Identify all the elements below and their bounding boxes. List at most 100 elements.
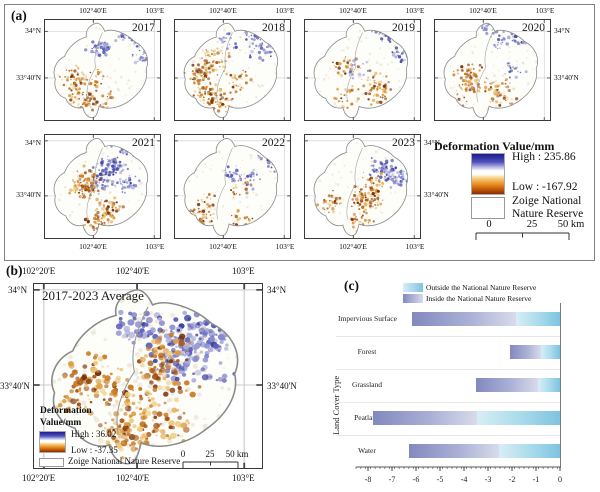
lat-label: 34°N [267, 285, 287, 295]
lon-label: 102°40'E [469, 6, 497, 15]
color-ramp [39, 431, 66, 453]
map-2020: 2020 [434, 19, 551, 121]
lat-label: 33°40'N [554, 73, 579, 82]
zero-axis-line [560, 303, 561, 467]
map-2023: 2023 [304, 134, 421, 239]
reserve-label: Nature Reserve [512, 208, 584, 220]
svg-text:-7: -7 [389, 475, 396, 484]
lat-label: 33°40'N [267, 381, 297, 391]
deformation-map-svg [175, 135, 290, 238]
legend-title: Deformation [40, 406, 92, 416]
deformation-map-svg [45, 20, 160, 120]
lat-label: 34°N [25, 26, 41, 35]
svg-text:-2: -2 [509, 475, 516, 484]
lat-label: 34°N [554, 26, 570, 35]
lat-label: 34°N [424, 138, 440, 147]
lon-label: 103°E [275, 6, 295, 15]
category-label: Grassland [352, 380, 382, 389]
scalebar [475, 232, 570, 240]
reserve-swatch [39, 458, 64, 467]
panel-a-legend: Deformation Value/mm High : 235.86 Low :… [434, 135, 596, 261]
category-label: Water [358, 446, 376, 455]
lon-label: 102°40'E [116, 266, 150, 276]
row-gridline [336, 434, 560, 436]
scalebar-50: 50 km [225, 449, 249, 459]
legend-label-inside: Inside the National Nature Reserve [426, 294, 532, 303]
bar-inside-reserve [408, 444, 499, 458]
map-year-label: 2023 [392, 137, 415, 149]
reserve-label: Zoige National Nature Reserve [68, 456, 181, 466]
lon-label: 103°E [232, 473, 255, 483]
deformation-map-svg [435, 20, 550, 120]
bar-inside-reserve [509, 345, 541, 359]
panel-a: (a) 102°40'E 103°E 102°40'E 103°E 102°40… [4, 4, 595, 261]
scalebar-0: 0 [180, 449, 186, 459]
lat-label: 33°40'N [16, 190, 41, 199]
map-2019: 2019 [304, 19, 421, 121]
legend-title: Deformation Value/mm [434, 139, 555, 153]
category-label: Impervious Surface [338, 314, 397, 323]
lon-label: 103°E [405, 242, 425, 251]
reserve-label: Zoige National [512, 195, 582, 207]
legend-low: Low : -37.35 [71, 445, 118, 455]
legend-title: Value/mm [40, 418, 82, 428]
category-label: Forest [357, 347, 377, 356]
scalebar-0: 0 [486, 219, 492, 230]
category-label: Peatland [354, 413, 380, 422]
map-title: 2017-2023 Average [42, 288, 144, 303]
lon-label: 103°E [535, 6, 555, 15]
bar-outside-reserve [477, 411, 560, 425]
lat-label: 34°N [25, 138, 41, 147]
average-map: 2017-2023 Average Deformation Value/mm H… [33, 283, 263, 469]
lon-label: 102°40'E [339, 242, 367, 251]
svg-text:-4: -4 [461, 475, 468, 484]
deformation-map-svg [45, 135, 160, 238]
map-2021: 2021 [44, 134, 161, 239]
deformation-map-svg [305, 135, 420, 238]
svg-text:-5: -5 [437, 475, 444, 484]
bar-outside-reserve [538, 378, 560, 392]
reserve-swatch [471, 197, 505, 219]
panel-b: (b) 102°20'E 102°40'E 103°E 34°N 34°N 33… [0, 262, 330, 492]
chart-plot-area: Impervious Surface Forest Grassland Peatlan… [330, 270, 600, 492]
legend-label-outside: Outside the National Nature Reserve [426, 283, 537, 292]
map-year-label: 2021 [132, 137, 155, 149]
bar-inside-reserve [476, 378, 539, 392]
lon-label: 102°40'E [79, 242, 107, 251]
map-year-label: 2018 [262, 22, 285, 34]
deformation-map-svg [34, 284, 262, 468]
bar-outside-reserve [515, 312, 560, 326]
bar-outside-reserve [498, 444, 560, 458]
lon-label: 102°40'E [339, 6, 367, 15]
lon-label: 102°20'E [22, 473, 56, 483]
svg-text:-6: -6 [413, 475, 420, 484]
svg-text:-8: -8 [365, 475, 372, 484]
bar-inside-reserve [372, 411, 478, 425]
legend-high: High : 36.02 [71, 429, 117, 439]
lat-label: 33°40'N [424, 190, 449, 199]
row-gridline [336, 335, 560, 337]
map-2022: 2022 [174, 134, 291, 239]
row-gridline [336, 401, 560, 403]
bar-inside-reserve [412, 312, 516, 326]
row-gridline [336, 368, 560, 370]
map-year-label: 2017 [132, 22, 155, 34]
lon-label: 102°20'E [22, 266, 56, 276]
legend-swatch-outside [403, 283, 423, 292]
map-2018: 2018 [174, 19, 291, 121]
scalebar-25: 25 [205, 449, 215, 459]
panel-c-label: (c) [344, 278, 359, 293]
lat-label: 34°N [8, 285, 28, 295]
lon-label: 102°40'E [209, 242, 237, 251]
deformation-map-svg [305, 20, 420, 120]
lon-label: 103°E [405, 6, 425, 15]
svg-text:-3: -3 [485, 475, 492, 484]
panel-c-chart: (c) Outside the National Nature Reserve … [330, 270, 600, 492]
panel-b-label: (b) [6, 263, 23, 278]
lat-label: 33°40'N [16, 73, 41, 82]
deformation-map-svg [175, 20, 290, 120]
lon-label: 102°40'E [209, 6, 237, 15]
legend-swatch-inside [403, 294, 423, 303]
svg-text:-1: -1 [533, 475, 540, 484]
